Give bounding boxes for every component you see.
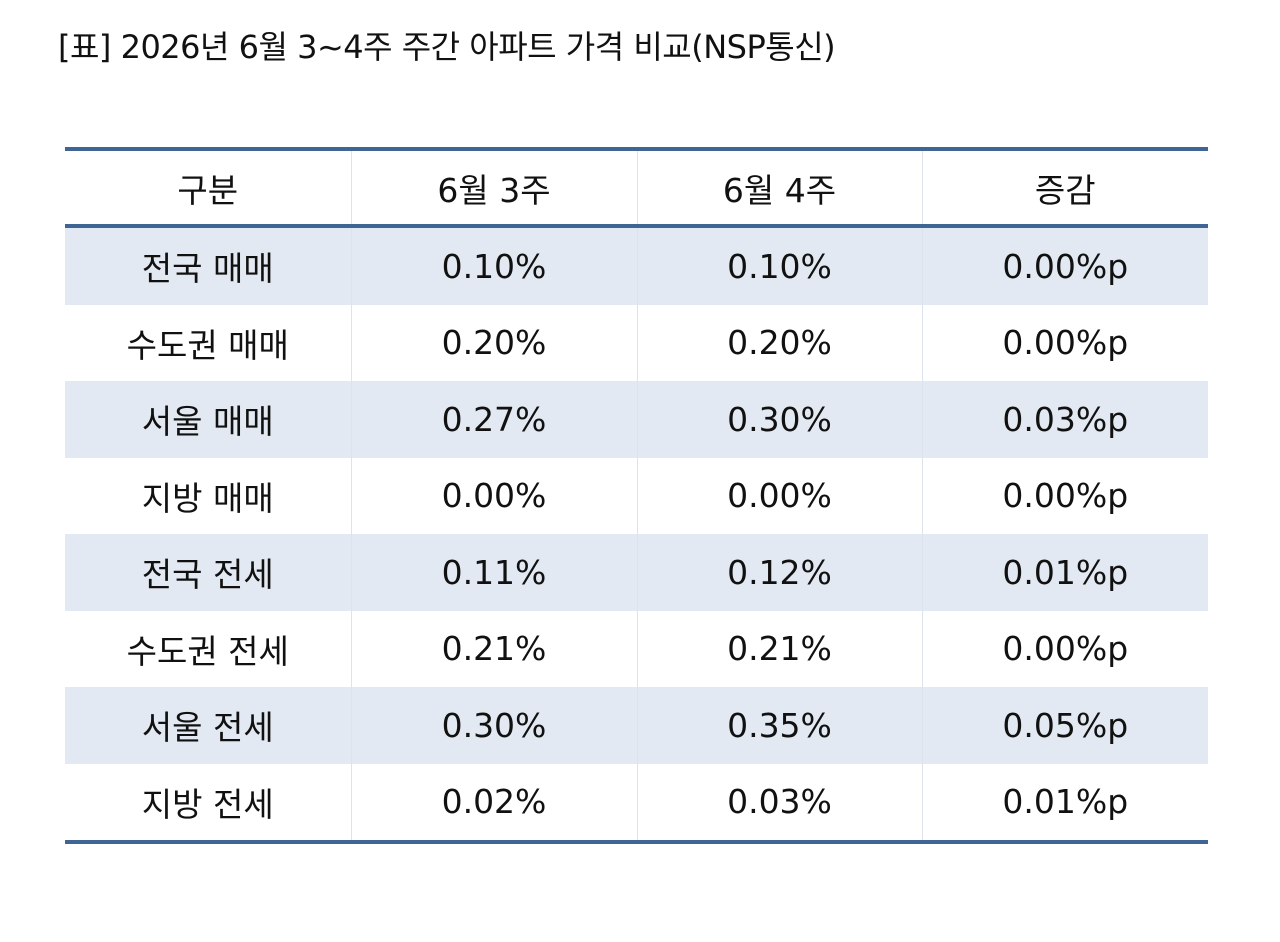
row-label: 전국 매매	[141, 249, 274, 289]
table-row: 서울 전세 0.30% 0.35% 0.05%p	[65, 687, 1208, 764]
column-header: 6월 3주	[350, 149, 637, 226]
table-body: 전국 매매 0.10% 0.10% 0.00%p 수도권 매매 0.20% 0.20% 0.0…	[65, 226, 1208, 842]
cell: 0.03%	[636, 763, 922, 842]
cell: 0.30%	[350, 687, 637, 764]
header-row: 구분 6월 3주 6월 4주 증감	[65, 149, 1208, 226]
cell: 0.00%p	[921, 610, 1208, 687]
table-row: 수도권 전세 0.21% 0.21% 0.00%p	[65, 610, 1208, 687]
cell: 0.10%	[636, 226, 922, 305]
cell: 0.27%	[350, 381, 637, 458]
table-row: 수도권 매매 0.20% 0.20% 0.00%p	[65, 304, 1208, 381]
cell: 0.05%p	[921, 687, 1208, 764]
cell: 0.01%p	[921, 763, 1208, 842]
title: [표] 2026년 6월 3~4주 주간 아파트 가격 비교(NSP통신)	[58, 28, 836, 66]
cell: 0.10%	[350, 226, 637, 305]
row-label: 수도권 전세	[126, 631, 289, 671]
cell: 0.00%p	[921, 457, 1208, 534]
cell: 0.00%p	[921, 226, 1208, 305]
cell: 0.00%p	[921, 304, 1208, 381]
row-label: 전국 전세	[141, 555, 274, 595]
table-row: 지방 매매 0.00% 0.00% 0.00%p	[65, 457, 1208, 534]
price-table: 구분 6월 3주 6월 4주 증감 전국 매매 0.10% 0.10% 0.00%p 수도권 …	[65, 147, 1208, 844]
cell: 0.03%p	[921, 381, 1208, 458]
table-row: 지방 전세 0.02% 0.03% 0.01%p	[65, 763, 1208, 842]
row-label: 지방 전세	[141, 784, 274, 824]
cell: 0.20%	[636, 304, 922, 381]
cell: 0.00%	[636, 457, 922, 534]
cell: 0.20%	[350, 304, 637, 381]
column-header: 증감	[921, 149, 1208, 226]
row-label: 서울 전세	[141, 708, 274, 748]
table-header: 구분 6월 3주 6월 4주 증감	[65, 149, 1208, 226]
cell: 0.00%	[350, 457, 637, 534]
table-row: 서울 매매 0.27% 0.30% 0.03%p	[65, 381, 1208, 458]
column-header: 6월 4주	[636, 149, 922, 226]
table-row: 전국 매매 0.10% 0.10% 0.00%p	[65, 226, 1208, 305]
cell: 0.11%	[350, 534, 637, 611]
table-row: 전국 전세 0.11% 0.12% 0.01%p	[65, 534, 1208, 611]
cell: 0.01%p	[921, 534, 1208, 611]
row-label: 수도권 매매	[126, 325, 289, 365]
row-label: 서울 매매	[141, 402, 274, 442]
cell: 0.30%	[636, 381, 922, 458]
row-label: 지방 매매	[141, 478, 274, 518]
cell: 0.21%	[636, 610, 922, 687]
column-header: 구분	[177, 170, 239, 210]
cell: 0.02%	[350, 763, 637, 842]
cell: 0.21%	[350, 610, 637, 687]
cell: 0.12%	[636, 534, 922, 611]
cell: 0.35%	[636, 687, 922, 764]
